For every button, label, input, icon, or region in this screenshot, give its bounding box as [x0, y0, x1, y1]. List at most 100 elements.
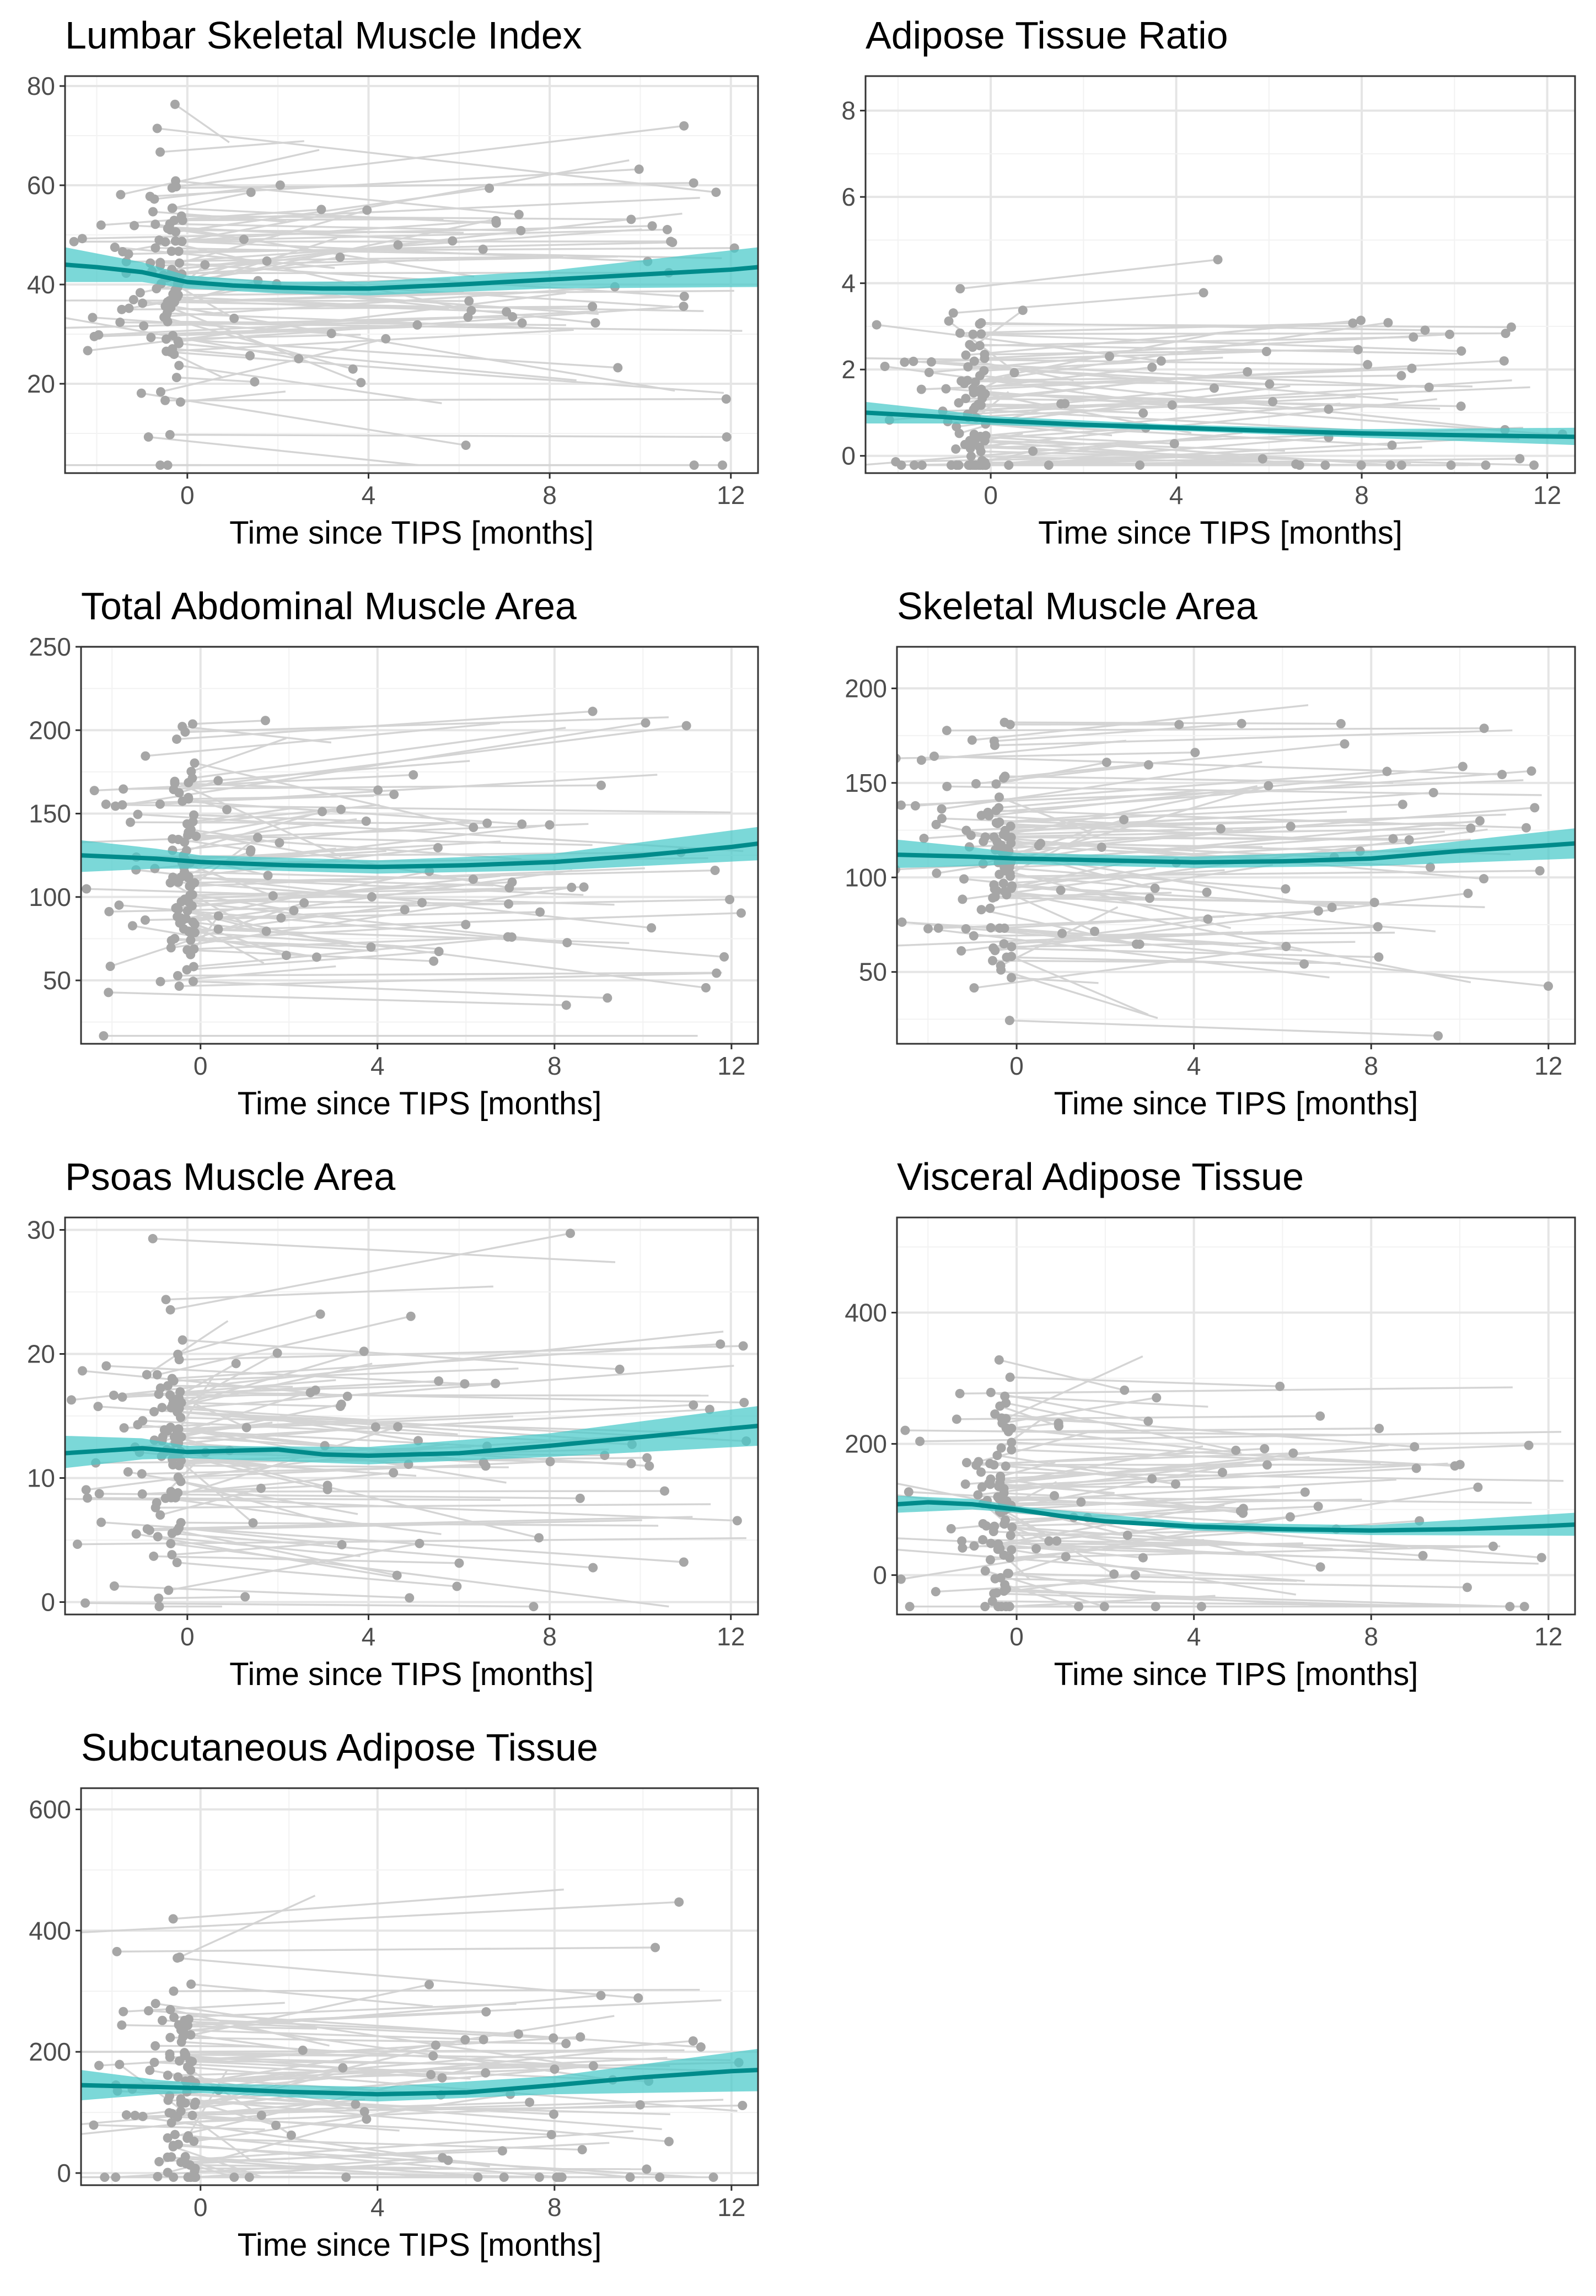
data-point — [166, 246, 176, 256]
data-point — [167, 1374, 177, 1383]
data-point — [1034, 840, 1044, 850]
data-point — [1320, 460, 1330, 470]
data-point — [986, 1387, 996, 1397]
data-point — [165, 878, 175, 888]
data-point — [169, 2013, 179, 2023]
data-point — [130, 2111, 140, 2121]
data-point — [121, 2110, 131, 2120]
data-point — [119, 2007, 128, 2016]
data-point — [1174, 720, 1184, 729]
data-point — [1044, 1536, 1054, 1546]
data-point — [165, 1390, 175, 1400]
y-tick-label: 600 — [29, 1795, 71, 1823]
data-point — [517, 318, 527, 328]
data-point — [63, 2131, 73, 2140]
data-point — [971, 1460, 981, 1470]
data-point — [169, 350, 179, 360]
data-point — [186, 2030, 196, 2040]
data-point — [980, 350, 990, 360]
data-point — [1169, 439, 1179, 449]
chart-title: Visceral Adipose Tissue — [897, 1155, 1304, 1198]
data-point — [137, 1469, 147, 1479]
data-point — [170, 236, 180, 246]
data-point — [1009, 368, 1019, 378]
data-point — [109, 1581, 119, 1591]
data-point — [990, 1574, 1000, 1584]
data-point — [222, 804, 232, 814]
data-point — [1209, 383, 1219, 393]
data-point — [117, 1392, 127, 1402]
data-point — [111, 2172, 121, 2182]
data-point — [166, 2152, 176, 2162]
data-point — [141, 751, 151, 761]
data-point — [999, 1519, 1009, 1529]
chart-title: Adipose Tissue Ratio — [866, 14, 1228, 57]
data-point — [1074, 1602, 1084, 1612]
data-point — [1348, 318, 1358, 328]
data-point — [166, 943, 176, 953]
data-point — [174, 1461, 184, 1471]
data-point — [96, 1517, 106, 1527]
data-point — [185, 890, 195, 900]
data-point — [117, 2020, 127, 2030]
data-point — [188, 977, 198, 986]
data-point — [163, 1426, 173, 1436]
data-point — [954, 428, 964, 438]
data-point — [900, 357, 910, 367]
data-point — [165, 2032, 175, 2042]
data-point — [1425, 862, 1435, 872]
data-point — [186, 1979, 196, 1989]
data-point — [191, 831, 201, 841]
data-point — [246, 845, 256, 855]
data-point — [1001, 1461, 1011, 1471]
data-point — [434, 1376, 444, 1386]
data-point — [131, 1529, 141, 1539]
data-point — [955, 328, 965, 338]
data-point — [1506, 322, 1516, 332]
data-point — [613, 363, 623, 373]
data-point — [481, 2007, 491, 2017]
data-point — [1418, 1551, 1428, 1560]
data-point — [996, 840, 1006, 850]
data-point — [186, 766, 196, 776]
data-point — [105, 961, 115, 971]
data-point — [1105, 351, 1115, 361]
data-point — [588, 1563, 598, 1573]
data-point — [642, 1453, 652, 1463]
y-tick-label: 0 — [41, 1588, 55, 1617]
data-point — [248, 1518, 258, 1528]
data-point — [1235, 1506, 1245, 1516]
data-point — [77, 1366, 87, 1376]
patient-points — [63, 1897, 748, 2182]
data-point — [897, 1574, 906, 1584]
y-tick-label: 60 — [27, 171, 55, 200]
data-point — [1007, 942, 1017, 952]
data-point — [1373, 922, 1383, 932]
data-point — [1151, 1602, 1160, 1612]
data-point — [647, 221, 657, 231]
data-point — [980, 1566, 990, 1576]
data-point — [732, 1516, 742, 1526]
data-point — [948, 308, 958, 318]
data-point — [275, 838, 284, 847]
data-point — [361, 816, 371, 826]
data-point — [104, 988, 114, 997]
data-point — [575, 1493, 585, 1503]
data-point — [579, 882, 589, 892]
trend-line — [65, 1424, 758, 1458]
data-point — [155, 387, 165, 397]
data-point — [100, 2172, 110, 2182]
data-point — [1300, 1487, 1310, 1497]
data-point — [468, 875, 478, 884]
data-point — [463, 312, 473, 322]
data-point — [986, 1538, 996, 1548]
data-point — [946, 460, 956, 470]
data-point — [784, 1478, 794, 1487]
data-point — [88, 313, 98, 323]
data-point — [1515, 454, 1525, 464]
x-tick-label: 0 — [1009, 1052, 1024, 1080]
data-point — [104, 906, 114, 916]
y-tick-label: 100 — [845, 863, 887, 892]
data-point — [1002, 890, 1012, 900]
data-point — [161, 1295, 171, 1305]
